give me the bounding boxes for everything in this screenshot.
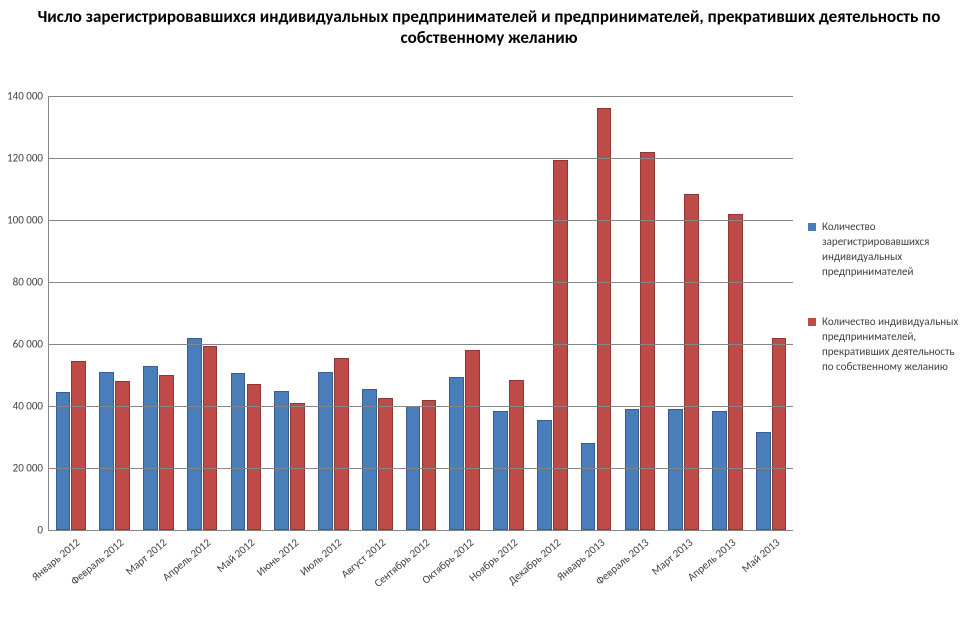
bar xyxy=(625,409,640,530)
gridline xyxy=(49,220,793,221)
y-tick-label: 40 000 xyxy=(13,400,49,413)
bar xyxy=(203,346,218,530)
bar xyxy=(728,214,743,530)
bar xyxy=(640,152,655,530)
y-tick-label: 140 000 xyxy=(7,90,49,103)
y-tick-label: 100 000 xyxy=(7,214,49,227)
bar xyxy=(290,403,305,530)
bar xyxy=(318,372,333,530)
legend-item: Количество индивидуальных предпринимател… xyxy=(808,315,968,374)
gridline xyxy=(49,282,793,283)
legend-label: Количество индивидуальных предпринимател… xyxy=(822,315,962,374)
bar xyxy=(422,400,437,530)
bar xyxy=(712,411,727,530)
legend: Количество зарегистрировавшихся индивиду… xyxy=(808,220,968,411)
legend-swatch xyxy=(808,318,816,326)
bar xyxy=(159,375,174,530)
bars-layer xyxy=(49,96,793,530)
y-tick-label: 0 xyxy=(37,524,49,537)
bar xyxy=(143,366,158,530)
legend-swatch xyxy=(808,223,816,231)
bar xyxy=(597,108,612,530)
bar xyxy=(581,443,596,530)
bar xyxy=(71,361,86,530)
bar xyxy=(378,398,393,530)
bar xyxy=(465,350,480,530)
legend-item: Количество зарегистрировавшихся индивиду… xyxy=(808,220,968,279)
y-tick-label: 60 000 xyxy=(13,338,49,351)
y-tick-label: 80 000 xyxy=(13,276,49,289)
gridline xyxy=(49,406,793,407)
bar xyxy=(231,373,246,530)
plot-area: 020 00040 00060 00080 000100 000120 0001… xyxy=(48,96,793,531)
gridline xyxy=(49,96,793,97)
gridline xyxy=(49,158,793,159)
chart-container: Число зарегистрировавшихся индивидуальны… xyxy=(0,0,978,639)
legend-label: Количество зарегистрировавшихся индивиду… xyxy=(822,220,962,279)
bar xyxy=(537,420,552,530)
bar xyxy=(334,358,349,530)
bar xyxy=(756,432,771,530)
bar xyxy=(187,338,202,530)
bar xyxy=(449,377,464,530)
y-tick-label: 20 000 xyxy=(13,462,49,475)
bar xyxy=(56,392,71,530)
bar xyxy=(99,372,114,530)
y-tick-label: 120 000 xyxy=(7,152,49,165)
bar xyxy=(362,389,377,530)
chart-title: Число зарегистрировавшихся индивидуальны… xyxy=(0,6,978,49)
bar xyxy=(684,194,699,530)
bar xyxy=(274,391,289,531)
gridline xyxy=(49,468,793,469)
bar xyxy=(772,338,787,530)
bar xyxy=(115,381,130,530)
bar xyxy=(493,411,508,530)
gridline xyxy=(49,344,793,345)
bar xyxy=(509,380,524,530)
bar xyxy=(668,409,683,530)
